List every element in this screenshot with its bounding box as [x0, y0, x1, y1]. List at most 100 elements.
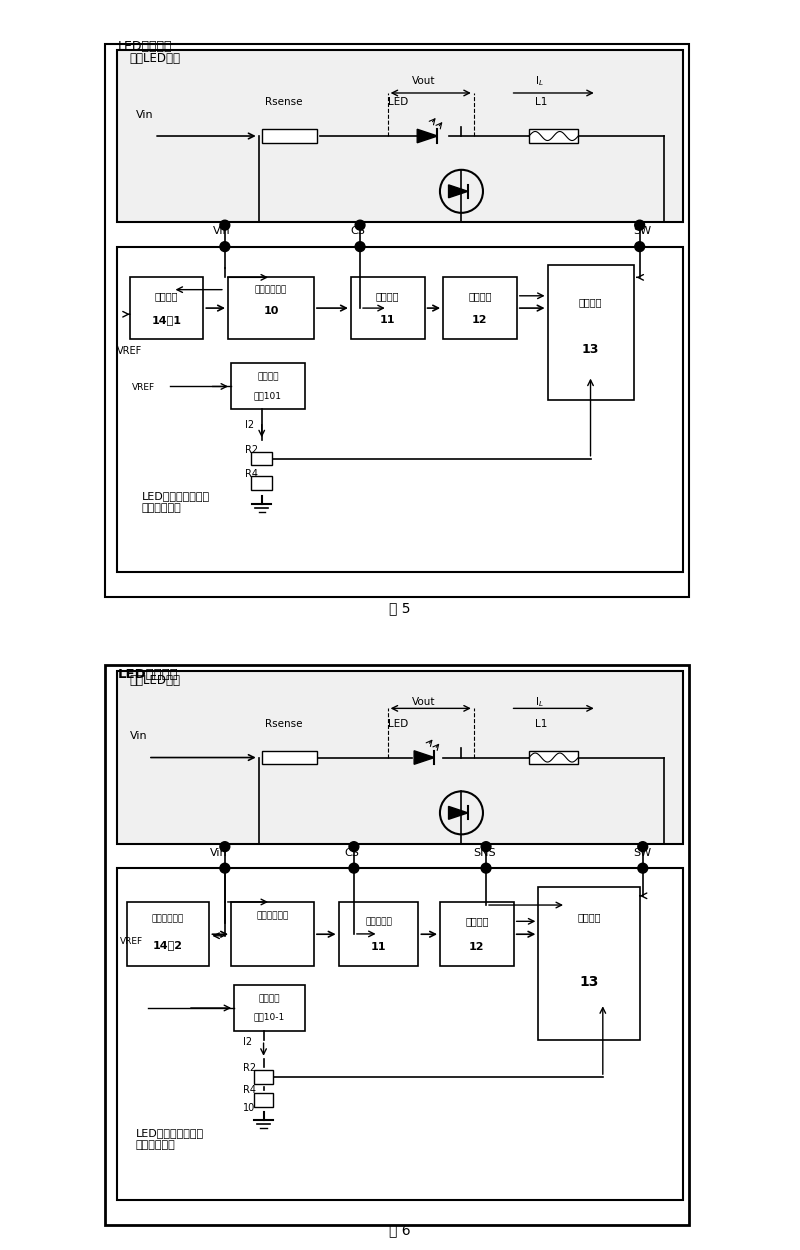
- Text: 比较器模块: 比较器模块: [365, 918, 392, 926]
- Circle shape: [481, 841, 491, 851]
- Text: SNS: SNS: [474, 848, 496, 858]
- Text: 阈值设定模块: 阈值设定模块: [255, 286, 287, 295]
- Text: Vout: Vout: [412, 76, 436, 86]
- Circle shape: [349, 864, 359, 872]
- Text: 11: 11: [370, 942, 386, 952]
- Text: 比较模块: 比较模块: [376, 291, 399, 301]
- Text: 10: 10: [263, 306, 278, 316]
- Bar: [547, 265, 634, 400]
- Bar: [234, 985, 305, 1031]
- Text: R2: R2: [245, 445, 258, 455]
- Text: 12: 12: [469, 942, 485, 952]
- Text: 外接LED电路: 外接LED电路: [130, 52, 181, 65]
- Text: 补偿模块: 补偿模块: [154, 291, 178, 301]
- Bar: [338, 902, 418, 966]
- Bar: [126, 902, 210, 966]
- Text: VREF: VREF: [118, 346, 142, 356]
- Bar: [228, 278, 314, 339]
- Text: SW: SW: [634, 226, 652, 236]
- Bar: [538, 886, 640, 1040]
- Text: I$_L$: I$_L$: [535, 695, 544, 709]
- Text: 补偿电路模块: 补偿电路模块: [152, 914, 184, 924]
- Text: Vout: Vout: [412, 698, 436, 708]
- Circle shape: [220, 864, 230, 872]
- Text: 10: 10: [243, 1102, 255, 1112]
- Text: I2: I2: [245, 420, 254, 430]
- Text: 14－2: 14－2: [153, 940, 183, 950]
- Circle shape: [634, 241, 645, 251]
- Text: I$_L$: I$_L$: [535, 74, 544, 88]
- Circle shape: [220, 241, 230, 251]
- Circle shape: [634, 220, 645, 230]
- Text: Rsense: Rsense: [265, 719, 302, 729]
- Text: 14－1: 14－1: [151, 315, 182, 325]
- Text: L1: L1: [535, 719, 547, 729]
- Bar: [351, 278, 425, 339]
- Text: Rsense: Rsense: [265, 98, 302, 107]
- Bar: [262, 129, 317, 142]
- Text: 阈值设定模块: 阈值设定模块: [256, 911, 289, 920]
- Text: 11: 11: [380, 315, 395, 325]
- Bar: [440, 902, 514, 966]
- Polygon shape: [449, 185, 468, 198]
- Text: R4: R4: [245, 469, 258, 479]
- Circle shape: [220, 220, 230, 230]
- Text: 外围LED电路: 外围LED电路: [130, 674, 181, 686]
- Circle shape: [349, 841, 359, 851]
- Text: LED: LED: [388, 719, 408, 729]
- Text: L1: L1: [535, 98, 547, 107]
- Text: R4: R4: [243, 1085, 256, 1095]
- Text: 13: 13: [582, 342, 599, 356]
- Text: 13: 13: [579, 975, 598, 990]
- Text: 模块10-1: 模块10-1: [254, 1013, 285, 1021]
- Text: 驱动模块: 驱动模块: [468, 291, 492, 301]
- Circle shape: [638, 864, 648, 872]
- Text: SW: SW: [634, 848, 652, 858]
- Text: LED驱动电路的输出
电流补偿电路: LED驱动电路的输出 电流补偿电路: [136, 1129, 204, 1150]
- Text: LED驱动电路的输出
电流补偿电路: LED驱动电路的输出 电流补偿电路: [142, 491, 210, 512]
- Text: 电压跟随: 电压跟随: [258, 994, 280, 1002]
- Text: CS: CS: [351, 226, 366, 236]
- Polygon shape: [418, 129, 438, 142]
- Bar: [262, 751, 317, 764]
- Bar: [118, 671, 682, 844]
- Bar: [118, 246, 682, 572]
- Bar: [130, 278, 203, 339]
- Text: 开关模块: 开关模块: [578, 298, 602, 308]
- Polygon shape: [414, 751, 434, 764]
- Text: 开关模块: 开关模块: [578, 912, 601, 922]
- Text: LED: LED: [388, 98, 408, 107]
- Circle shape: [355, 220, 365, 230]
- Circle shape: [220, 841, 230, 851]
- Circle shape: [638, 841, 648, 851]
- Text: LED驱动电路: LED驱动电路: [118, 668, 178, 681]
- Text: 电压跟随: 电压跟随: [257, 372, 278, 381]
- Bar: [251, 452, 273, 465]
- Bar: [251, 476, 273, 490]
- Text: CS: CS: [345, 848, 359, 858]
- Text: 图 5: 图 5: [390, 601, 410, 615]
- Circle shape: [355, 241, 365, 251]
- Bar: [254, 1092, 274, 1106]
- Circle shape: [481, 864, 491, 872]
- Bar: [443, 278, 517, 339]
- Bar: [231, 364, 305, 410]
- Text: 驱动模块: 驱动模块: [465, 916, 489, 926]
- Text: VREF: VREF: [131, 382, 154, 391]
- Text: R2: R2: [243, 1062, 257, 1072]
- Bar: [529, 751, 578, 764]
- Text: I2: I2: [243, 1038, 253, 1048]
- Text: 12: 12: [472, 315, 488, 325]
- Text: VREF: VREF: [120, 938, 143, 946]
- Text: Vin: Vin: [130, 731, 147, 741]
- Bar: [118, 50, 682, 222]
- Bar: [529, 129, 578, 142]
- Bar: [118, 869, 682, 1200]
- Text: Vin: Vin: [136, 110, 154, 120]
- Bar: [231, 902, 314, 966]
- Text: Vin: Vin: [213, 226, 230, 236]
- Polygon shape: [449, 806, 468, 819]
- Bar: [254, 1070, 274, 1084]
- Text: 图 6: 图 6: [389, 1222, 411, 1238]
- Text: 模块101: 模块101: [254, 391, 282, 400]
